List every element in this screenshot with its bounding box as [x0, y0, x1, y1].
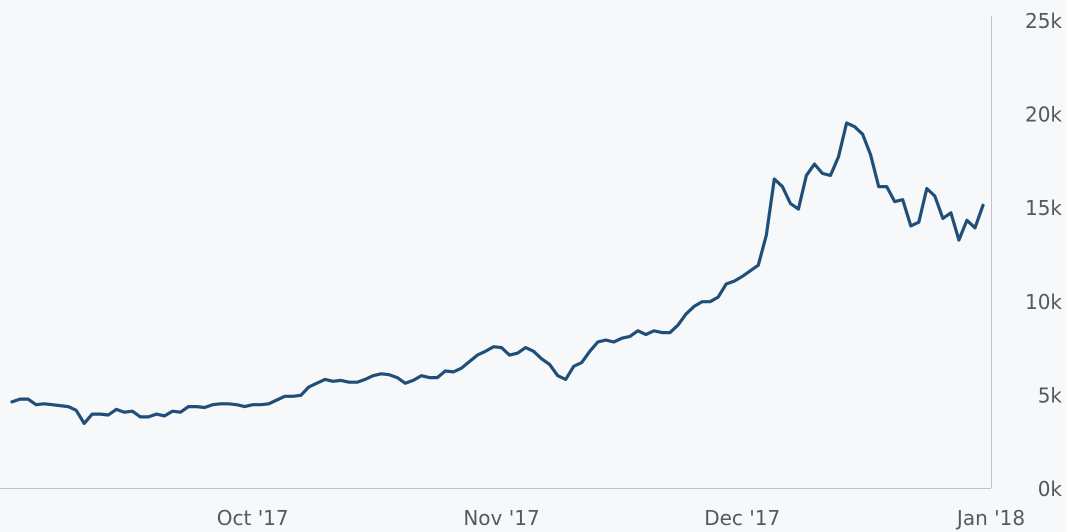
price-series-line [10, 121, 985, 425]
axis-lines [0, 16, 992, 489]
x-tick-label: Jan '18 [955, 506, 1025, 530]
x-axis-ticks: Oct '17 Nov '17 Dec '17 Jan '18 [217, 506, 1025, 530]
y-tick-label: 25k [1025, 9, 1062, 33]
series-layer [10, 121, 985, 425]
x-tick-label: Dec '17 [704, 506, 780, 530]
x-tick-label: Nov '17 [463, 506, 539, 530]
y-tick-label: 20k [1025, 103, 1062, 127]
y-tick-label: 10k [1025, 290, 1062, 314]
y-tick-label: 5k [1038, 383, 1063, 407]
y-tick-label: 0k [1038, 477, 1063, 501]
y-axis-ticks: 0k 5k 10k 15k 20k 25k [1025, 9, 1062, 501]
y-tick-label: 15k [1025, 196, 1062, 220]
x-tick-label: Oct '17 [217, 506, 289, 530]
